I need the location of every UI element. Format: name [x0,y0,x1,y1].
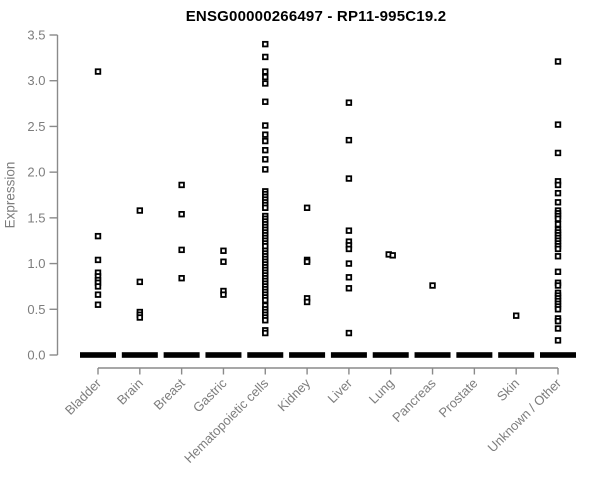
data-point [94,301,102,308]
x-category-label: Prostate [436,376,481,421]
data-point [262,156,269,163]
data-point [178,181,185,189]
data-point [94,232,102,240]
y-tick-label: 2.0 [27,165,45,180]
data-point [262,53,269,61]
zero-cluster-dash [247,352,284,358]
data-point [262,137,269,145]
data-point [554,58,562,65]
zero-cluster-dash [80,352,116,358]
data-point [554,181,562,189]
x-category-label: Pancreas [389,375,439,425]
zero-cluster-dash [121,352,158,358]
zero-cluster-dash [163,352,200,358]
data-point [554,306,562,313]
chart-title: ENSG00000266497 - RP11-995C19.2 [185,8,447,25]
data-point [303,258,311,265]
data-point [554,268,562,275]
data-point [554,317,562,325]
zero-cluster-dash [414,352,451,358]
data-point [303,204,311,211]
data-point [345,245,353,253]
data-point [345,227,353,234]
data-point [554,282,562,289]
data-point [94,283,102,290]
data-point [136,278,144,286]
data-point [262,40,269,48]
zero-cluster-dash [540,352,577,358]
data-point [262,73,269,81]
x-category-label: Skin [494,376,522,404]
data-point [262,68,269,75]
x-category-label: Bladder [62,375,105,418]
x-category-label: Unknown / Other [485,375,565,455]
zero-cluster-dash [330,352,367,358]
data-point [554,221,562,228]
data-point [554,215,562,222]
x-category-label: Lung [366,376,397,407]
zero-cluster-dash [205,352,242,358]
data-point [554,245,562,253]
zero-cluster-dash [289,352,326,358]
y-tick-label: 2.5 [27,119,45,134]
data-point [345,274,353,281]
data-point [220,291,227,298]
data-point [554,189,562,197]
data-point [554,149,562,157]
data-point [262,131,269,138]
data-point [220,247,227,254]
data-point [262,166,269,173]
data-point [262,98,269,105]
data-point [345,99,353,106]
data-point [512,312,520,319]
zero-cluster-dash [372,352,409,358]
x-category-label: Liver [324,375,355,406]
data-point [136,207,144,214]
data-point [262,329,269,337]
data-point [554,199,562,206]
x-category-label: Gastric [190,375,230,415]
data-point [94,68,102,75]
data-point [136,314,144,321]
zero-cluster-dash [498,352,535,358]
data-point [262,80,269,87]
data-point [303,298,311,306]
y-tick-label: 0.5 [27,302,45,317]
y-tick-label: 1.5 [27,210,45,225]
data-point [554,253,562,260]
zero-cluster-dash [456,352,493,358]
data-point [554,337,562,344]
data-point [345,175,353,182]
data-point [262,122,269,129]
data-point [429,282,436,289]
data-point [94,256,102,264]
y-tick-label: 3.5 [27,27,45,42]
data-point [178,210,185,218]
data-point [262,204,269,211]
data-point [345,136,353,144]
x-category-label: Brain [114,376,146,408]
data-point [554,121,562,128]
x-category-label: Breast [151,375,188,412]
data-point [94,291,102,298]
data-point [262,317,269,324]
y-tick-label: 0.0 [27,348,45,363]
data-point [178,274,185,282]
y-tick-label: 1.0 [27,256,45,271]
data-point [220,258,227,265]
data-point [389,252,396,259]
y-tick-label: 3.0 [27,73,45,88]
data-point [345,260,353,267]
data-point [262,296,269,304]
data-point [554,325,562,332]
data-point [345,285,353,292]
data-point [178,246,185,254]
x-category-label: Kidney [274,375,313,414]
data-point [262,146,269,154]
data-point [345,329,353,337]
